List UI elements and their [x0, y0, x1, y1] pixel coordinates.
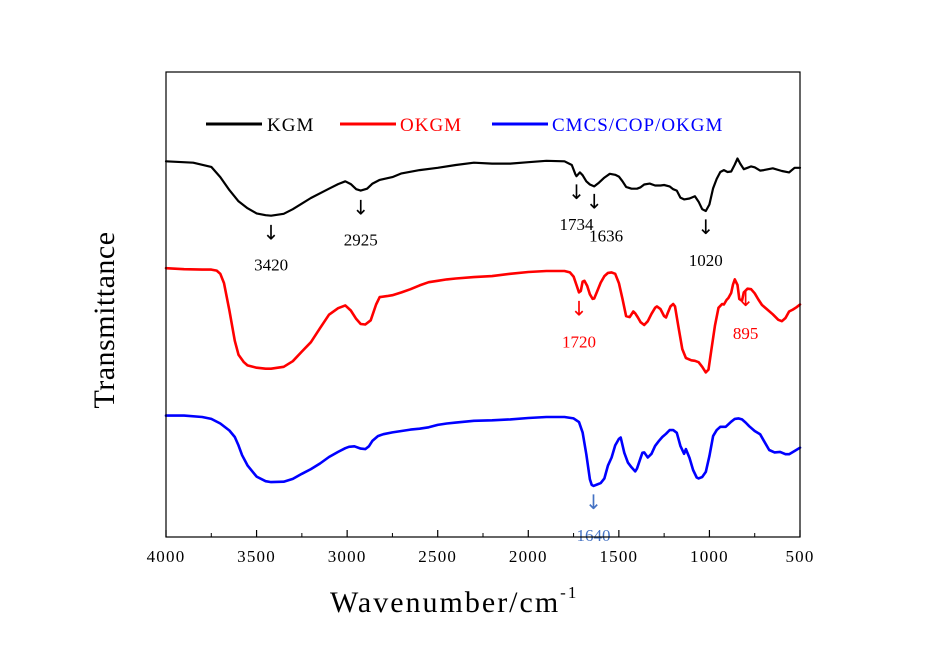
legend-label-okgm: OKGM [400, 115, 462, 136]
x-tick-label-4000: 4000 [147, 547, 186, 566]
x-tick-label-3500: 3500 [237, 547, 276, 566]
legend-label-kgm: KGM [267, 115, 314, 136]
x-tick-label-3000: 3000 [328, 547, 367, 566]
annotation-label-895: 895 [733, 324, 759, 343]
peak-annotations: ↓ 3420 ↓ 2925 ↓ 1734 ↓ 1636 ↓ 1020 ↓ 1720 ↓ 895 ↓ 1640 [254, 180, 758, 545]
annotation-label-1636: 1636 [589, 226, 623, 245]
series-line-okgm [164, 266, 802, 374]
x-tick-label-500: 500 [785, 547, 814, 566]
annotation-label-1720: 1720 [562, 332, 596, 351]
annotation-arrow-895: ↓ [737, 287, 754, 311]
annotation-arrow-1734: ↓ [568, 180, 585, 204]
x-axis-ticks: 4000 3500 3000 2500 2000 1500 1000 500 [147, 530, 814, 566]
annotation-arrow-1020: ↓ [697, 215, 714, 239]
annotation-arrow-1720: ↓ [571, 296, 588, 320]
annotation-label-1734: 1734 [559, 215, 594, 234]
x-axis-title-main: Wavenumber/cm [330, 586, 560, 619]
series-line-kgm [164, 157, 802, 217]
y-axis-title: Transmittance [88, 231, 121, 408]
x-tick-label-1500: 1500 [599, 547, 638, 566]
annotation-arrow-3420: ↓ [263, 221, 280, 245]
x-axis-title: Wavenumber/cm-1 [330, 583, 578, 619]
series-line-cmcs-cop-okgm [164, 414, 802, 488]
plot-lines [164, 157, 802, 488]
x-tick-label-2000: 2000 [509, 547, 548, 566]
legend-label-cmcs-cop-okgm: CMCS/COP/OKGM [552, 115, 723, 136]
annotation-label-2925: 2925 [344, 231, 378, 250]
annotation-arrow-1636: ↓ [586, 189, 603, 213]
x-tick-label-1000: 1000 [690, 547, 729, 566]
annotation-label-1640: 1640 [576, 526, 610, 545]
x-tick-label-2500: 2500 [418, 547, 457, 566]
legend: KGM OKGM CMCS/COP/OKGM [206, 115, 723, 136]
annotation-label-3420: 3420 [254, 256, 288, 275]
x-axis-title-superscript: -1 [560, 583, 578, 602]
annotation-label-1020: 1020 [689, 251, 723, 270]
annotation-arrow-1640: ↓ [585, 490, 602, 514]
annotation-arrow-2925: ↓ [352, 196, 369, 220]
